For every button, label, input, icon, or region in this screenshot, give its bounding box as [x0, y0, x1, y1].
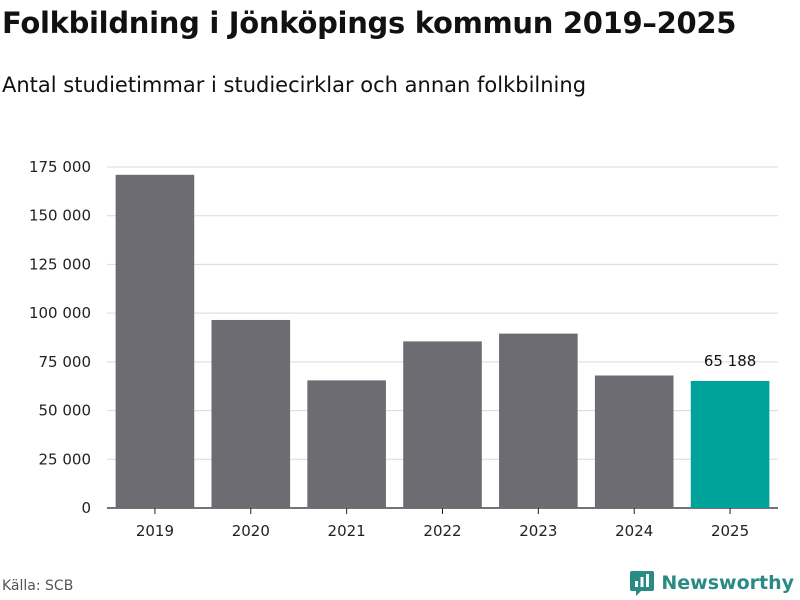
bar: [115, 174, 195, 508]
bar: [403, 341, 482, 508]
chart-title: Folkbildning i Jönköpings kommun 2019–20…: [2, 6, 737, 40]
bar: [594, 375, 674, 508]
x-tick-label: 2022: [423, 522, 461, 540]
y-tick-label: 25 000: [39, 450, 92, 468]
brand-logo: Newsworthy: [629, 568, 794, 598]
y-tick-label: 175 000: [29, 158, 91, 176]
y-tick-label: 100 000: [29, 304, 91, 322]
bars: [115, 174, 770, 508]
bar: [307, 380, 386, 508]
chart-subtitle: Antal studietimmar i studiecirklar och a…: [2, 73, 587, 97]
x-tick-label: 2019: [136, 522, 174, 540]
y-tick-label: 75 000: [39, 353, 92, 371]
bar: [690, 380, 770, 508]
x-tick-label: 2025: [711, 522, 749, 540]
newsworthy-logo-icon: [630, 571, 655, 596]
x-axis-ticks: 2019 2020 2021 2022 2023 2024 2025: [136, 508, 749, 540]
x-tick-label: 2023: [519, 522, 557, 540]
y-tick-label: 150 000: [29, 207, 91, 225]
bar: [211, 319, 291, 508]
y-axis-ticks: 0 25 000 50 000 75 000 100 000 125 000 150 000…: [29, 158, 91, 517]
brand-name: Newsworthy: [661, 572, 794, 594]
y-tick-label: 0: [81, 499, 91, 517]
data-labels: 65 188: [704, 352, 757, 370]
bar: [499, 333, 578, 508]
y-tick-label: 50 000: [39, 402, 92, 420]
y-tick-label: 125 000: [29, 255, 91, 273]
x-tick-label: 2020: [232, 522, 270, 540]
x-tick-label: 2024: [615, 522, 653, 540]
x-tick-label: 2021: [328, 522, 366, 540]
data-label: 65 188: [704, 352, 757, 370]
source-note: Källa: SCB: [2, 578, 74, 594]
